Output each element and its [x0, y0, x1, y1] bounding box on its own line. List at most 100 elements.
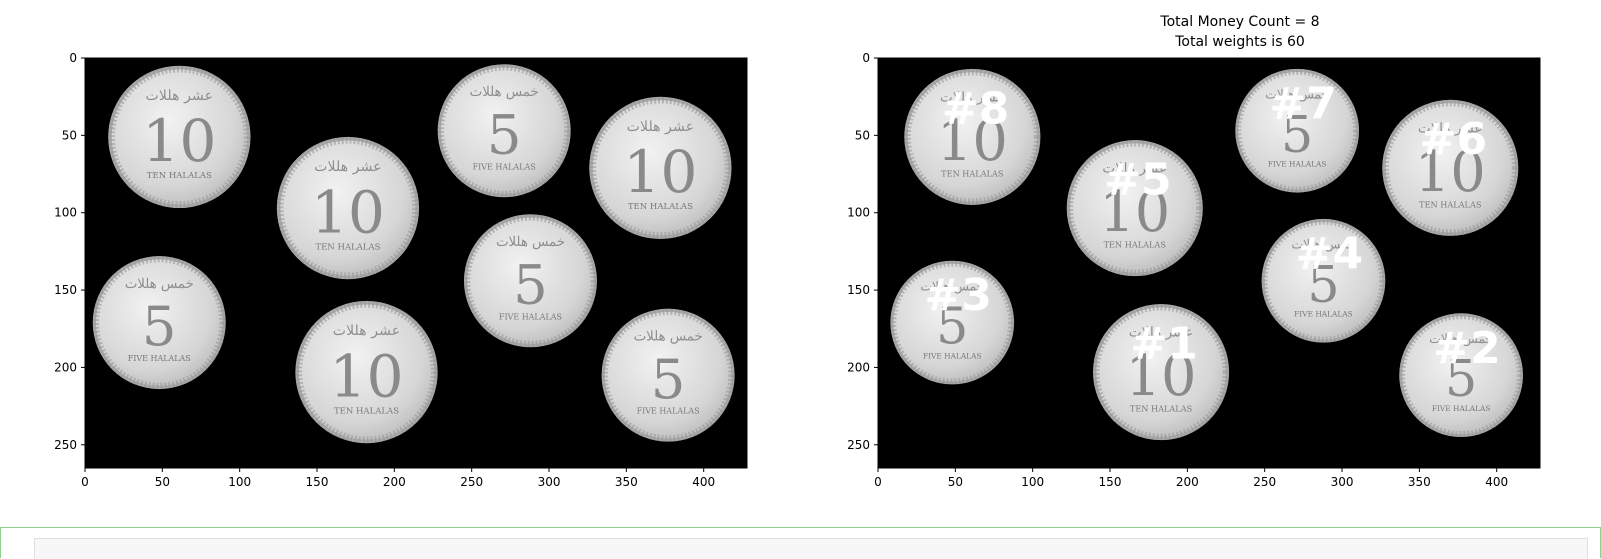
y-tick-label: 100	[847, 206, 870, 220]
coin-face	[1402, 316, 1520, 434]
coin-index-label: #5	[1104, 154, 1171, 205]
y-tick-label: 250	[847, 438, 870, 452]
x-tick-label: 250	[460, 475, 483, 489]
coin-caption: TEN HALALAS	[315, 242, 380, 252]
coin-pattern-ring	[437, 64, 571, 197]
coin-caption: FIVE HALALAS	[499, 312, 562, 321]
coin-caption: FIVE HALALAS	[473, 162, 536, 171]
y-tick-label: 100	[54, 206, 77, 220]
x-tick-label: 400	[692, 475, 715, 489]
coin-arabic-text: خمس هللات	[1265, 88, 1329, 102]
coin-face	[440, 67, 568, 194]
axes-frame	[877, 57, 1541, 469]
coin-denomination: 10	[623, 138, 697, 206]
coin-pattern-ring	[589, 97, 732, 239]
coin-denomination: 10	[142, 107, 216, 175]
coin-caption: TEN HALALAS	[147, 171, 212, 181]
total-weight-title: Total weights is 60	[1175, 34, 1305, 50]
x-tick-label: 150	[1099, 475, 1122, 489]
y-tick-label: 0	[69, 51, 77, 65]
coin-index-label: #1	[1130, 318, 1197, 369]
coin-face	[1385, 103, 1515, 233]
coin-pattern-ring	[890, 261, 1014, 385]
coin-arabic-text: عشر هللات	[627, 119, 695, 135]
coin-index-label: #8	[942, 83, 1009, 134]
coin-denomination: 5	[513, 252, 548, 316]
y-tick-label: 200	[54, 360, 77, 374]
coin-caption: FIVE HALALAS	[1294, 310, 1353, 319]
coin-arabic-text: عشر هللات	[314, 159, 382, 175]
coin-index-label: #3	[924, 270, 991, 321]
coin-arabic-text: خمس هللات	[496, 235, 565, 250]
coin-pattern-ring	[464, 214, 597, 347]
coin-arabic-text: خمس هللات	[125, 277, 194, 292]
coin-arabic-text: عشر هللات	[333, 323, 401, 339]
y-tick-label: 200	[847, 360, 870, 374]
x-tick-label: 100	[1021, 475, 1044, 489]
coin-denomination: 10	[329, 342, 403, 410]
coin-index-label: #4	[1296, 228, 1363, 279]
coin-caption: TEN HALALAS	[1104, 240, 1166, 250]
coin-pattern-ring	[601, 308, 735, 442]
coin-face	[1096, 307, 1226, 437]
coin-caption: FIVE HALALAS	[1268, 160, 1327, 169]
coin-caption: TEN HALALAS	[1130, 404, 1192, 414]
coin-arabic-text: عشر هللات	[1129, 325, 1194, 341]
coin-face	[280, 140, 416, 276]
coin-face	[907, 72, 1038, 202]
coin-index-label: #7	[1269, 78, 1336, 129]
coin-arabic-text: عشر هللات	[1102, 161, 1167, 177]
coin-arabic-text: عشر هللات	[1418, 120, 1483, 136]
coin-face	[96, 259, 223, 386]
next-notebook-cell[interactable]	[0, 527, 1601, 559]
x-tick-label: 300	[538, 475, 561, 489]
coin-face	[111, 69, 247, 205]
coin-arabic-text: خمس هللات	[1291, 238, 1355, 252]
coin-arabic-text: عشر هللات	[940, 90, 1005, 106]
x-tick-label: 150	[306, 475, 329, 489]
coin-denomination: 5	[142, 294, 177, 358]
coin-face	[604, 311, 732, 439]
x-tick-label: 0	[874, 475, 882, 489]
coin-pattern-ring	[1261, 219, 1386, 343]
coin-index-label: #6	[1420, 114, 1487, 165]
coin-pattern-ring	[904, 69, 1041, 205]
coin-caption: FIVE HALALAS	[637, 407, 700, 416]
coin-pattern-ring	[277, 137, 419, 279]
x-tick-label: 250	[1253, 475, 1276, 489]
x-tick-label: 300	[1331, 475, 1354, 489]
coin-index-label: #2	[1433, 323, 1500, 374]
coin-pattern-ring	[1093, 304, 1229, 440]
x-tick-label: 350	[615, 475, 638, 489]
y-tick-label: 250	[54, 438, 77, 452]
coin-denomination: 5	[651, 347, 686, 411]
coin-pattern-ring	[295, 301, 438, 443]
next-cell-input[interactable]	[34, 538, 1588, 559]
coin-arabic-text: عشر هللات	[146, 88, 214, 104]
y-tick-label: 50	[855, 128, 870, 142]
x-tick-label: 400	[1485, 475, 1508, 489]
y-tick-label: 50	[62, 128, 77, 142]
coin-caption: TEN HALALAS	[941, 168, 1003, 178]
money-count-title: Total Money Count = 8	[1160, 14, 1320, 30]
coin-denomination: 5	[1445, 349, 1477, 408]
x-tick-label: 350	[1408, 475, 1431, 489]
coin-caption: FIVE HALALAS	[1432, 404, 1491, 413]
y-tick-label: 0	[862, 51, 870, 65]
coin-pattern-ring	[1382, 100, 1519, 236]
x-tick-label: 200	[1176, 475, 1199, 489]
